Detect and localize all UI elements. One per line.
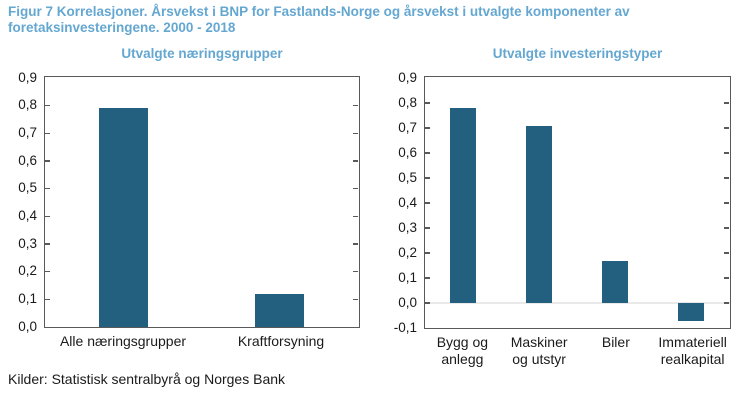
y-tick-label: 0,4 — [18, 207, 37, 223]
axis-tick — [353, 132, 358, 135]
y-tick-label: 0,7 — [18, 124, 37, 140]
axis-tick — [353, 187, 358, 190]
axis-tick — [425, 177, 430, 179]
axis-tick — [353, 243, 358, 245]
axis-tick — [45, 215, 50, 218]
figure-title: Figur 7 Korrelasjoner. Årsvekst i BNP fo… — [8, 4, 630, 36]
bar — [602, 260, 628, 303]
bar — [678, 303, 704, 321]
axis-tick — [45, 270, 50, 273]
y-tick-label: 0,4 — [398, 194, 417, 210]
bar — [98, 108, 148, 327]
x-category-label: Maskiner og utstyr — [510, 334, 568, 368]
axis-tick — [353, 215, 358, 218]
axis-tick — [425, 102, 430, 104]
axis-tick — [724, 302, 729, 304]
bar — [255, 293, 305, 327]
axis-tick — [724, 252, 729, 254]
y-tick-label: 0,7 — [398, 119, 417, 135]
axis-tick — [724, 277, 729, 279]
x-category-label: Alle næringsgrupper — [59, 333, 187, 349]
axis-tick — [724, 177, 729, 179]
axis-tick — [425, 277, 430, 279]
axis-tick — [724, 202, 729, 204]
y-tick-label: 0,1 — [398, 269, 417, 285]
y-tick-label: 0,0 — [18, 318, 37, 334]
y-tick-label: 0,9 — [18, 69, 37, 85]
y-tick-label: 0,3 — [18, 235, 37, 251]
plot-area-left — [44, 76, 360, 328]
x-category-label: Immateriell realkapital — [658, 334, 727, 368]
chart-title-left: Utvalgte næringsgrupper — [121, 46, 283, 61]
x-axis-category-labels-left: Alle næringsgrupper Kraftforsyning — [44, 333, 360, 350]
x-category-label: Bygg og anlegg — [436, 334, 489, 368]
axis-tick — [724, 102, 729, 104]
axis-tick — [353, 160, 358, 162]
sources-note: Kilder: Statistisk sentralbyrå og Norges… — [8, 371, 286, 387]
y-tick-label: 0,2 — [18, 263, 37, 279]
axis-tick — [353, 270, 358, 273]
axis-tick — [45, 187, 50, 190]
axis-tick — [425, 127, 430, 129]
axis-tick — [425, 302, 430, 304]
bar — [526, 125, 552, 303]
axis-tick — [724, 127, 729, 129]
axis-tick — [45, 298, 50, 301]
axis-tick — [45, 243, 50, 245]
axis-tick — [353, 104, 358, 107]
axis-tick — [45, 132, 50, 135]
y-tick-label: 0,0 — [398, 294, 417, 310]
axis-tick — [425, 227, 430, 229]
y-tick-label: 0,2 — [398, 244, 417, 260]
axis-tick — [724, 227, 729, 229]
bar — [450, 108, 476, 303]
axis-tick — [353, 298, 358, 301]
x-category-label: Kraftforsyning — [237, 333, 325, 349]
chart-title-right: Utvalgte investeringstyper — [492, 46, 663, 61]
y-tick-label: 0,5 — [398, 169, 417, 185]
axis-tick — [425, 202, 430, 204]
plot-area-right — [424, 76, 731, 329]
y-tick-label: 0,5 — [18, 180, 37, 196]
y-tick-label: 0,8 — [18, 97, 37, 113]
axis-tick — [425, 252, 430, 254]
y-tick-label: 0,3 — [398, 219, 417, 235]
axis-tick — [45, 104, 50, 107]
zero-gridline — [425, 302, 730, 304]
axis-tick — [45, 160, 50, 162]
x-category-label: Biler — [601, 334, 630, 350]
y-tick-label: 0,9 — [398, 69, 417, 85]
y-tick-label: 0,8 — [398, 94, 417, 110]
y-tick-label: 0,6 — [398, 144, 417, 160]
axis-tick — [425, 152, 430, 154]
axis-tick — [724, 152, 729, 154]
x-axis-category-labels-right: Bygg og anlegg Maskiner og utstyr Biler Imm… — [424, 334, 731, 368]
y-tick-label: -0,1 — [393, 319, 417, 335]
y-tick-label: 0,6 — [18, 152, 37, 168]
y-tick-label: 0,1 — [18, 290, 37, 306]
